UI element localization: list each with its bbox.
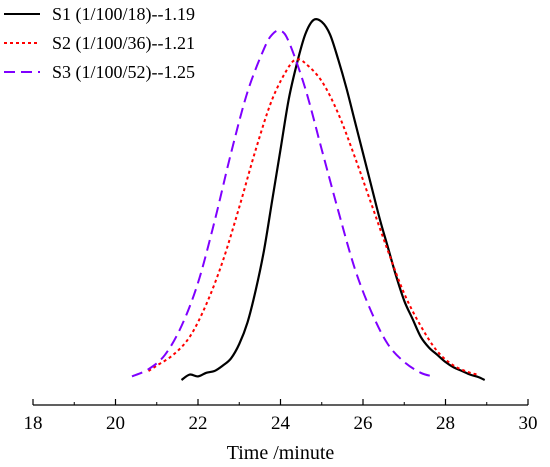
x-tick-label: 24: [271, 413, 291, 434]
x-tick-label: 26: [354, 413, 373, 434]
x-axis: 18 20 22 24 26 28 30: [24, 399, 538, 434]
x-tick-label: 18: [24, 413, 43, 434]
legend-label-2: S2 (1/100/36)--1.21: [52, 33, 195, 54]
series-line-3: [131, 29, 434, 378]
series-line-2: [147, 58, 479, 376]
x-tick-label: 30: [519, 413, 538, 434]
x-tick-label: 28: [436, 413, 455, 434]
series-line-1: [180, 17, 486, 381]
plot-area: [131, 17, 486, 381]
legend-label-3: S3 (1/100/52)--1.25: [52, 62, 195, 83]
legend-label-1: S1 (1/100/18)--1.19: [52, 4, 195, 25]
legend: S1 (1/100/18)--1.19 S2 (1/100/36)--1.21 S3…: [4, 4, 195, 83]
x-axis-title: Time /minute: [227, 442, 335, 464]
x-tick-label: 22: [189, 413, 208, 434]
x-tick-label: 20: [106, 413, 125, 434]
